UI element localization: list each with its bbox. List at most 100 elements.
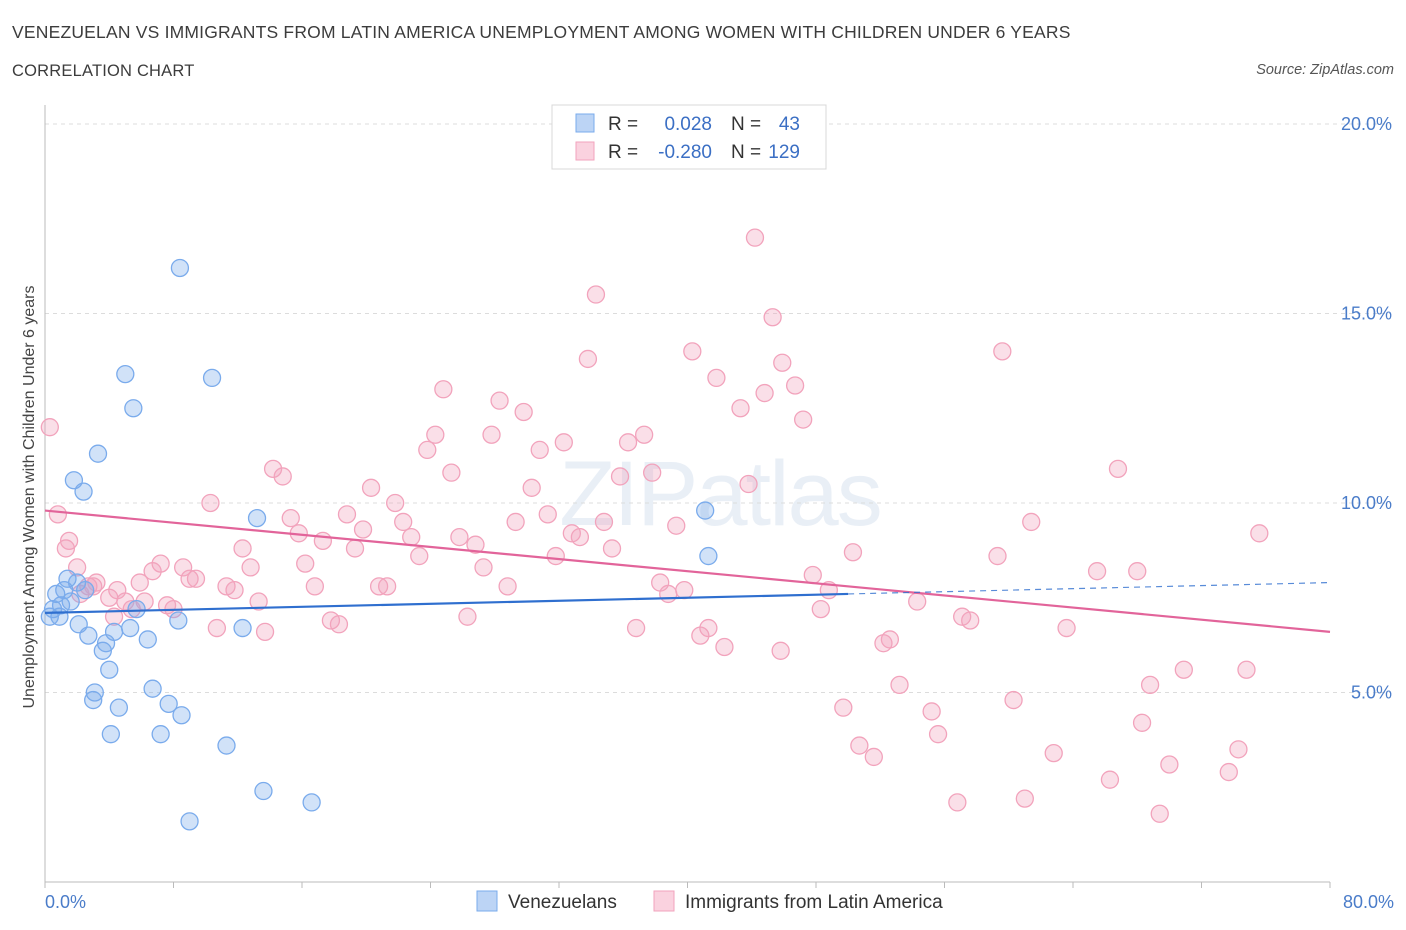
latin-point bbox=[514, 402, 533, 422]
latin-point bbox=[353, 520, 373, 539]
latin-point bbox=[345, 539, 365, 558]
latin-point bbox=[1237, 660, 1256, 679]
latin-point bbox=[225, 581, 244, 600]
legend-r-value-2: -0.280 bbox=[658, 142, 712, 163]
chart-subtitle: CORRELATION CHART bbox=[12, 62, 195, 80]
latin-point bbox=[1229, 740, 1248, 759]
latin-point bbox=[201, 493, 220, 513]
latin-point bbox=[410, 546, 429, 566]
venezuelan-point bbox=[120, 618, 140, 638]
axes bbox=[44, 105, 1331, 888]
latin-point bbox=[1108, 459, 1128, 479]
venezuelan-point bbox=[101, 725, 121, 744]
legend-swatch-venezuelans bbox=[575, 113, 595, 133]
latin-point bbox=[1160, 755, 1179, 774]
latin-point bbox=[361, 478, 381, 497]
venezuelan-point bbox=[127, 599, 146, 619]
venezuelan-point bbox=[76, 581, 95, 600]
legend-swatch-latin bbox=[575, 141, 595, 161]
latin-series-points bbox=[40, 228, 1269, 823]
latin-point bbox=[40, 418, 59, 437]
latin-point bbox=[928, 725, 948, 744]
y-tick-label: 5.0% bbox=[1351, 682, 1392, 702]
latin-point bbox=[394, 512, 413, 532]
latin-point bbox=[794, 410, 813, 429]
latin-point bbox=[249, 592, 268, 611]
venezuelan-point bbox=[51, 596, 71, 615]
latin-point bbox=[1128, 562, 1147, 581]
latin-point bbox=[626, 618, 646, 638]
latin-point bbox=[771, 641, 790, 660]
latin-point bbox=[1015, 789, 1034, 808]
stats-legend: R = 0.028 N = 43 R = -0.280 N = 129 bbox=[551, 104, 827, 170]
venezuelan-point bbox=[138, 630, 157, 649]
latin-point bbox=[458, 607, 477, 626]
latin-point bbox=[948, 793, 967, 812]
venezuelan-series-points bbox=[40, 258, 718, 831]
latin-point bbox=[498, 577, 517, 596]
latin-point bbox=[434, 380, 453, 399]
y-tick-label: 10.0% bbox=[1341, 493, 1392, 513]
latin-point bbox=[683, 342, 702, 361]
legend-n-value-2: 129 bbox=[768, 142, 800, 163]
latin-point bbox=[151, 554, 170, 573]
latin-point bbox=[207, 618, 227, 638]
latin-point bbox=[130, 573, 149, 592]
latin-point bbox=[1250, 524, 1269, 543]
trend-lines bbox=[44, 509, 1331, 633]
venezuelan-point bbox=[88, 444, 108, 463]
latin-point bbox=[546, 546, 565, 566]
latin-point bbox=[634, 425, 654, 444]
venezuelan-point bbox=[104, 622, 124, 641]
latin-point bbox=[1057, 618, 1076, 638]
latin-point bbox=[803, 565, 822, 585]
latin-point bbox=[305, 577, 325, 596]
source-label: Source: ZipAtlas.com bbox=[1256, 62, 1394, 78]
latin-point bbox=[586, 285, 606, 304]
latin-point bbox=[880, 630, 900, 649]
bottom-legend-swatch-latin bbox=[653, 890, 675, 912]
latin-point bbox=[263, 459, 283, 479]
latin-point bbox=[739, 474, 758, 494]
latin-point bbox=[755, 383, 774, 403]
latin-point bbox=[173, 558, 193, 577]
latin-point bbox=[1132, 713, 1152, 732]
latin-point bbox=[402, 527, 421, 547]
legend-n-label-2: N = bbox=[731, 142, 761, 163]
venezuelan-point bbox=[217, 736, 236, 755]
latin-point bbox=[993, 342, 1012, 361]
latin-point bbox=[618, 433, 638, 452]
latin-point bbox=[675, 581, 694, 600]
bottom-legend-swatch-venezuelans bbox=[476, 890, 498, 912]
y-tick-label: 20.0% bbox=[1341, 114, 1392, 134]
latin-point bbox=[988, 546, 1007, 566]
x-tick-min: 0.0% bbox=[45, 892, 86, 912]
latin-point bbox=[255, 622, 275, 641]
latin-point bbox=[715, 637, 734, 657]
chart-title: VENEZUELAN VS IMMIGRANTS FROM LATIN AMER… bbox=[12, 22, 1071, 42]
latin-point bbox=[466, 535, 485, 554]
bottom-legend-latin: Immigrants from Latin America bbox=[685, 892, 943, 913]
latin-point bbox=[554, 433, 573, 452]
latin-point bbox=[890, 675, 909, 695]
latin-point bbox=[296, 554, 315, 573]
y-axis-label: Unemployment Among Women with Children U… bbox=[21, 285, 38, 708]
latin-point bbox=[659, 584, 678, 604]
venezuelan-trend-extension bbox=[848, 581, 1331, 595]
venezuelan-point bbox=[116, 364, 135, 384]
latin-point bbox=[281, 508, 300, 528]
latin-point bbox=[745, 228, 765, 247]
latin-point bbox=[643, 463, 662, 482]
latin-point bbox=[922, 702, 941, 721]
latin-point bbox=[482, 425, 501, 444]
latin-point bbox=[1022, 512, 1041, 532]
latin-point bbox=[1004, 690, 1023, 710]
latin-point bbox=[773, 353, 792, 372]
latin-trend-line bbox=[44, 509, 1331, 633]
venezuelan-point bbox=[254, 781, 273, 801]
venezuelan-point bbox=[61, 592, 80, 611]
legend-r-label-1: R = bbox=[608, 114, 638, 135]
venezuelan-point bbox=[696, 501, 715, 520]
venezuelan-point bbox=[84, 690, 103, 710]
venezuelan-point bbox=[172, 706, 191, 725]
